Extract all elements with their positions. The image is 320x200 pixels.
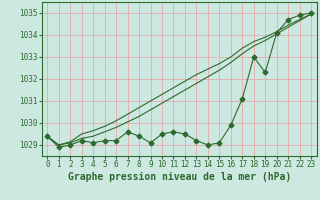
X-axis label: Graphe pression niveau de la mer (hPa): Graphe pression niveau de la mer (hPa) [68,172,291,182]
